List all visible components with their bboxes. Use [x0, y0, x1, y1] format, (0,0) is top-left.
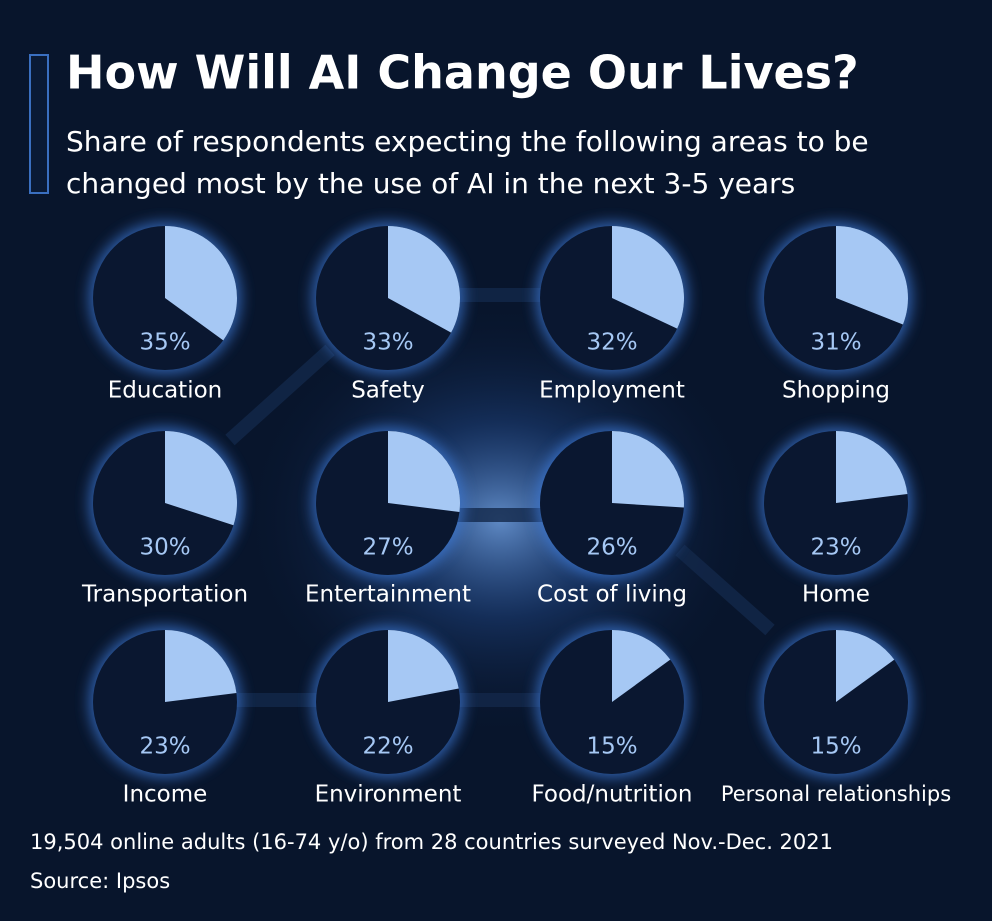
source: Source: Ipsos [30, 869, 170, 893]
category-label: Income [123, 782, 208, 808]
category-label: Safety [351, 378, 425, 404]
category-label: Food/nutrition [532, 782, 693, 808]
value-label: 15% [810, 734, 861, 760]
value-label: 32% [586, 330, 637, 356]
category-label: Home [802, 582, 870, 608]
pie-slice [612, 431, 684, 508]
pie-slice [836, 226, 908, 325]
value-label: 31% [810, 330, 861, 356]
value-label: 23% [810, 535, 861, 561]
category-label: Employment [539, 378, 685, 404]
pie-slice [836, 431, 908, 503]
value-label: 23% [139, 734, 190, 760]
category-label: Education [108, 378, 223, 404]
pie-slice [165, 630, 237, 702]
category-label: Cost of living [537, 582, 687, 608]
accent-bar [29, 54, 49, 194]
category-label: Personal relationships [721, 782, 951, 806]
chart-title: How Will AI Change Our Lives? [66, 46, 859, 100]
pie-slice [388, 630, 459, 702]
pie-slice [165, 431, 237, 526]
value-label: 33% [362, 330, 413, 356]
value-label: 35% [139, 330, 190, 356]
value-label: 27% [362, 535, 413, 561]
value-label: 30% [139, 535, 190, 561]
chart-subtitle: changed most by the use of AI in the nex… [66, 167, 795, 200]
category-label: Entertainment [305, 582, 471, 608]
category-label: Shopping [782, 378, 890, 404]
value-label: 22% [362, 734, 413, 760]
chart-subtitle: Share of respondents expecting the follo… [66, 125, 869, 158]
value-label: 26% [586, 535, 637, 561]
category-label: Transportation [81, 582, 248, 608]
pies: 35% Education 33% Safety 32% Employment 31% Sho… [81, 222, 951, 808]
value-label: 15% [586, 734, 637, 760]
pie-slice [388, 226, 460, 333]
note: 19,504 online adults (16-74 y/o) from 28… [30, 830, 833, 854]
pie-slice [612, 226, 684, 329]
category-label: Environment [315, 782, 462, 808]
decor-lines [225, 288, 775, 707]
pie-slice [388, 431, 461, 513]
pie-slice [165, 226, 237, 341]
pie-slice [836, 630, 895, 702]
pie-slice [612, 630, 671, 702]
